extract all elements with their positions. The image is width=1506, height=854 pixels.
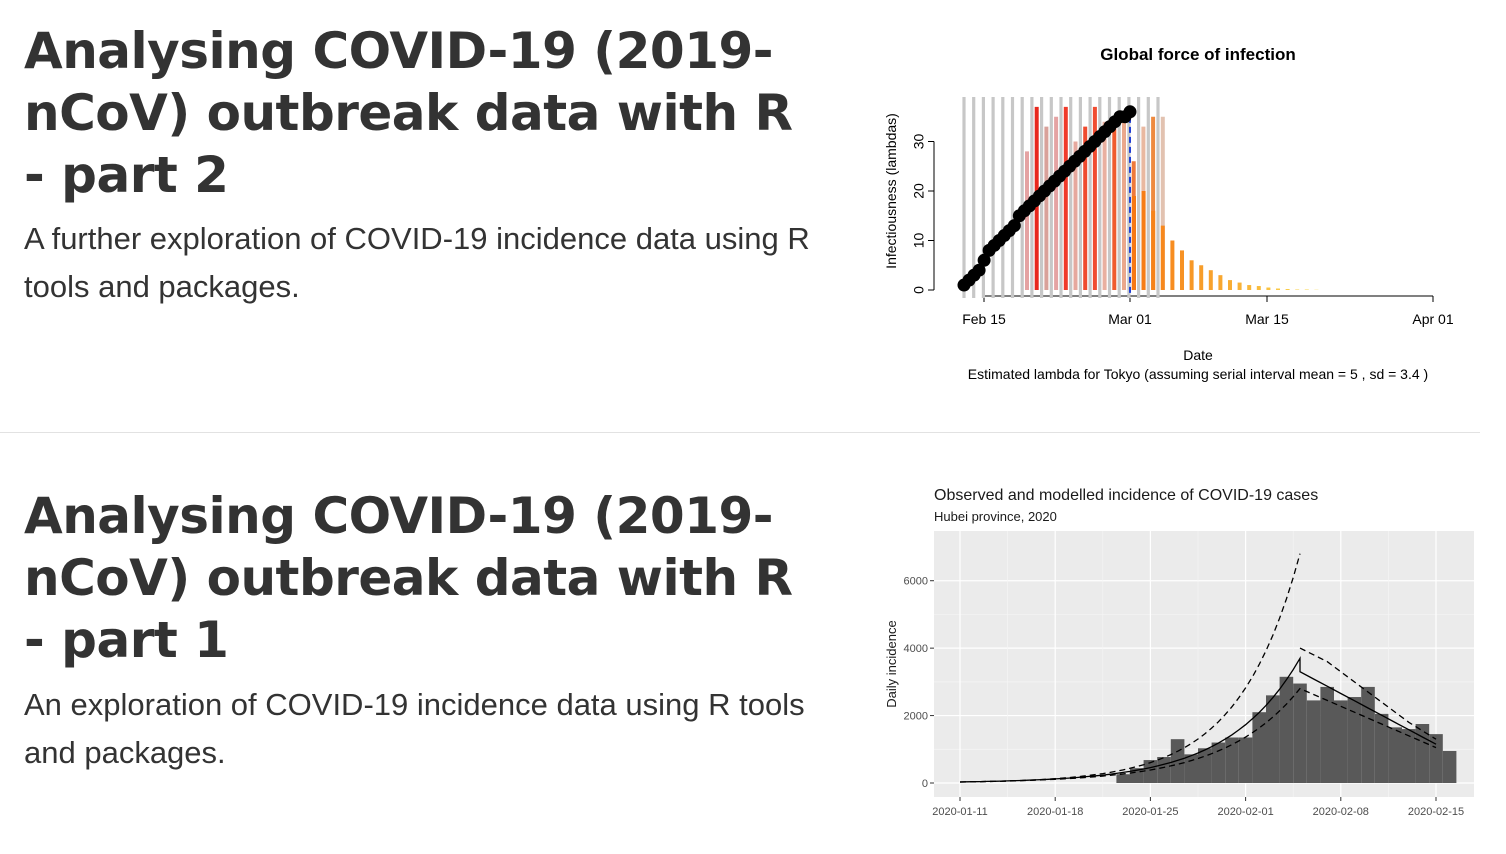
- x-tick-label: 2020-01-25: [1122, 806, 1178, 818]
- incidence-bar: [1252, 712, 1266, 783]
- y-tick-label: 20: [911, 183, 927, 199]
- chart-caption: Estimated lambda for Tokyo (assuming ser…: [968, 366, 1428, 382]
- incidence-bar: [1184, 754, 1198, 783]
- x-tick-label: Feb 15: [962, 311, 1006, 327]
- incidence-bar: [1402, 729, 1416, 783]
- post-title-link[interactable]: Analysing COVID-19 (2019-nCoV) outbreak …: [24, 487, 793, 669]
- incidence-point: [1007, 219, 1021, 233]
- x-tick-label: 2020-01-18: [1027, 806, 1083, 818]
- y-tick-label: 2000: [904, 711, 928, 723]
- incidence-bar: [1266, 695, 1280, 783]
- post-title-link[interactable]: Analysing COVID-19 (2019-nCoV) outbreak …: [24, 22, 793, 204]
- post-thumbnail-incidence-chart[interactable]: Observed and modelled incidence of COVID…: [876, 479, 1476, 854]
- incidence-bar: [1157, 757, 1171, 783]
- chart-subtitle: Hubei province, 2020: [934, 509, 1057, 524]
- y-tick-label: 0: [911, 286, 927, 294]
- x-tick-label: 2020-02-01: [1217, 806, 1273, 818]
- x-tick-label: Mar 15: [1245, 311, 1289, 327]
- incidence-bar: [1211, 742, 1226, 783]
- x-tick-label: 2020-02-08: [1313, 806, 1369, 818]
- incidence-bar: [1415, 724, 1430, 783]
- incidence-point: [977, 253, 991, 267]
- incidence-point: [972, 263, 986, 277]
- incidence-bar: [1170, 739, 1185, 783]
- chart-title: Observed and modelled incidence of COVID…: [934, 487, 1318, 504]
- y-tick-label: 0: [922, 778, 928, 790]
- x-axis-label: Date: [1183, 347, 1213, 363]
- x-tick-label: 2020-02-15: [1408, 806, 1464, 818]
- incidence-point: [1123, 105, 1137, 119]
- incidence-bar: [1198, 748, 1212, 783]
- incidence-bar: [1279, 676, 1294, 783]
- lower-bound-line: [959, 687, 1437, 783]
- post-card-part-2[interactable]: Analysing COVID-19 (2019-nCoV) outbreak …: [0, 0, 1480, 432]
- post-description: An exploration of COVID-19 incidence dat…: [24, 687, 805, 770]
- incidence-bar: [1347, 697, 1362, 783]
- post-divider: [0, 432, 1480, 433]
- incidence-bar: [1374, 713, 1389, 783]
- incidence-bar: [1442, 750, 1457, 783]
- upper-decay-line: [1299, 647, 1437, 740]
- incidence-bar: [1388, 727, 1402, 783]
- incidence-bar: [1116, 774, 1130, 783]
- y-axis-label: Daily incidence: [884, 620, 899, 707]
- upper-bound-line: [959, 553, 1301, 783]
- post-card-part-1[interactable]: Analysing COVID-19 (2019-nCoV) outbreak …: [0, 433, 1480, 854]
- y-tick-label: 30: [911, 134, 927, 150]
- incidence-bar: [1238, 737, 1253, 783]
- incidence-bar: [1293, 683, 1307, 783]
- y-tick-label: 4000: [904, 643, 928, 655]
- incidence-bar: [1225, 737, 1239, 783]
- x-tick-label: 2020-01-11: [932, 806, 987, 818]
- post-thumbnail-force-of-infection-chart[interactable]: Global force of infection 0 10 20 30 Infectio…: [876, 34, 1476, 394]
- y-axis-label: Infectiousness (lambdas): [883, 113, 899, 269]
- post-description: A further exploration of COVID-19 incide…: [24, 221, 810, 304]
- chart-title: Global force of infection: [1100, 45, 1296, 64]
- x-tick-label: Mar 01: [1108, 311, 1152, 327]
- y-tick-label: 10: [911, 233, 927, 249]
- incidence-bar: [1143, 760, 1158, 783]
- incidence-bar: [1320, 686, 1334, 783]
- fit-line: [959, 655, 1437, 783]
- y-tick-label: 6000: [904, 576, 928, 588]
- incidence-bar: [1361, 686, 1375, 783]
- incidence-bar: [1334, 700, 1348, 783]
- incidence-bar: [1306, 700, 1321, 783]
- x-tick-label: Apr 01: [1412, 311, 1453, 327]
